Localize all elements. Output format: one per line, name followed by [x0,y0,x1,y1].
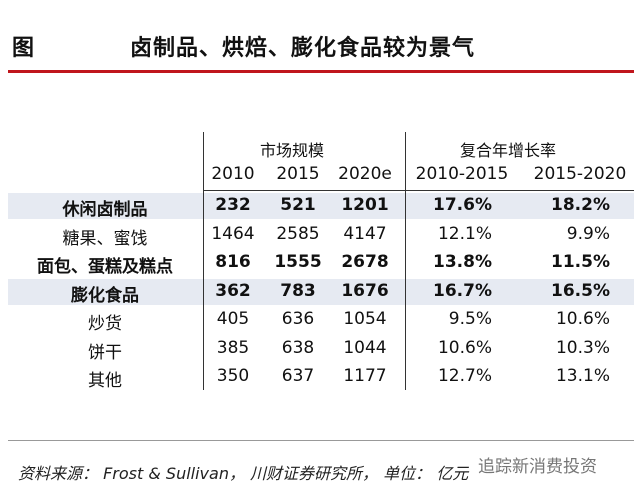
header-rule [203,190,634,191]
cell-value: 10.6% [437,337,492,358]
title-rule [8,70,634,73]
cell-value: 1201 [341,195,389,215]
cell-value: 1054 [343,309,387,329]
cell-value: 12.7% [437,366,492,386]
cell-value: 11.5% [551,252,610,272]
cell-value: 405 [216,309,250,329]
cell-value: 1464 [211,223,255,244]
cell-value: 232 [215,195,251,215]
column-divider [203,132,204,390]
cell-value: 17.6% [433,195,492,215]
figure-label: 图 [12,36,35,61]
cell-value: 18.2% [551,195,610,215]
column-divider [405,132,406,390]
source-note: 资料来源： Frost & Sullivan， 川财证券研究所， 单位： 亿元 [18,464,469,483]
cell-value: 521 [280,195,316,215]
cell-value: 362 [215,280,251,301]
cell-value: 2585 [276,223,320,244]
cell-value: 9.5% [448,309,492,329]
row-label: 休闲卤制品 [62,200,148,220]
row-label: 糖果、蜜饯 [62,228,148,249]
group-header: 复合年增长率 [460,141,557,160]
cell-value: 13.8% [433,252,492,272]
cell-value: 12.1% [437,223,492,244]
row-label: 面包、蛋糕及糕点 [37,257,173,277]
cell-value: 16.5% [551,280,610,301]
cell-value: 13.1% [555,366,610,386]
cell-value: 10.6% [555,309,610,329]
cell-value: 4147 [343,223,387,244]
cell-value: 385 [216,337,250,358]
group-header: 市场规模 [260,141,325,160]
cell-value: 816 [215,252,251,272]
row-label: 饼干 [88,342,122,363]
column-header: 2015-2020 [533,164,627,184]
column-header: 2015 [276,164,320,184]
figure-title: 卤制品、烘焙、膨化食品较为景气 [130,36,476,61]
cell-value: 10.3% [555,337,610,358]
cell-value: 1044 [343,337,387,358]
cell-value: 636 [281,309,315,329]
cell-value: 1177 [343,366,387,386]
footer-rule [8,440,634,441]
cell-value: 1555 [274,252,322,272]
cell-value: 9.9% [566,223,610,244]
cell-value: 638 [281,337,315,358]
cell-value: 350 [216,366,250,386]
watermark: 追踪新消费投资 [478,457,597,477]
column-header: 2010 [211,164,255,184]
column-header: 2010-2015 [415,164,509,184]
row-shade [8,193,634,219]
cell-value: 1676 [341,280,389,301]
row-label: 其他 [88,371,122,391]
cell-value: 16.7% [433,280,492,301]
cell-value: 783 [280,280,316,301]
row-label: 炒货 [88,314,122,334]
row-label: 膨化食品 [71,285,139,306]
cell-value: 637 [281,366,315,386]
column-header: 2020e [338,164,392,184]
cell-value: 2678 [341,252,389,272]
row-shade [8,278,634,305]
